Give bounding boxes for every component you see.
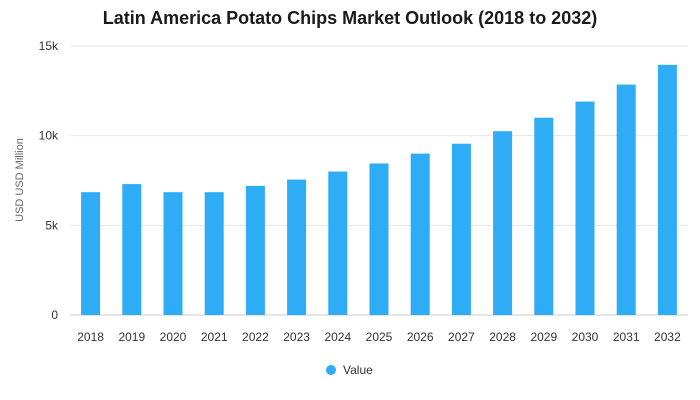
bar-2028[interactable] [493, 131, 513, 315]
x-axis-ticks: 2018 2019 2020 2021 2022 2023 2024 2025 2026 2027… [77, 330, 681, 344]
x-tick-label: 2027 [448, 330, 475, 344]
x-tick-label: 2022 [242, 330, 269, 344]
bar-2026[interactable] [410, 153, 430, 315]
bar-2024[interactable] [328, 171, 348, 315]
x-tick-label: 2028 [489, 330, 516, 344]
bar-2022[interactable] [245, 185, 265, 315]
x-tick-label: 2026 [407, 330, 434, 344]
x-tick-label: 2031 [613, 330, 640, 344]
bar-2025[interactable] [369, 163, 389, 315]
bar-2018[interactable] [81, 192, 101, 315]
bar-2027[interactable] [451, 143, 471, 315]
bar-2030[interactable] [575, 101, 595, 316]
y-axis-title: USD USD Million [14, 138, 26, 222]
x-tick-label: 2020 [160, 330, 187, 344]
bar-2032[interactable] [657, 64, 677, 315]
bars [81, 64, 677, 316]
x-tick-label: 2023 [283, 330, 310, 344]
bar-2019[interactable] [122, 184, 142, 315]
bar-2029[interactable] [534, 117, 554, 315]
y-axis-ticks: 0 5k 10k 15k [39, 39, 59, 322]
bar-2021[interactable] [204, 192, 224, 315]
legend-label-value: Value [343, 363, 373, 377]
x-tick-label: 2019 [118, 330, 145, 344]
chart-title: Latin America Potato Chips Market Outloo… [102, 8, 598, 28]
bar-2031[interactable] [616, 84, 636, 315]
y-tick-label: 5k [45, 218, 59, 232]
x-tick-label: 2029 [530, 330, 557, 344]
y-tick-label: 15k [39, 39, 59, 53]
y-tick-label: 10k [39, 129, 59, 143]
y-tick-label: 0 [51, 308, 58, 322]
x-tick-label: 2024 [324, 330, 351, 344]
legend-swatch-value [326, 365, 336, 375]
x-tick-label: 2018 [77, 330, 104, 344]
bar-2020[interactable] [163, 192, 183, 315]
x-tick-label: 2030 [572, 330, 599, 344]
bar-2023[interactable] [287, 179, 307, 315]
legend[interactable]: Value [326, 363, 373, 377]
x-tick-label: 2025 [366, 330, 393, 344]
x-tick-label: 2021 [201, 330, 228, 344]
x-tick-label: 2032 [654, 330, 681, 344]
